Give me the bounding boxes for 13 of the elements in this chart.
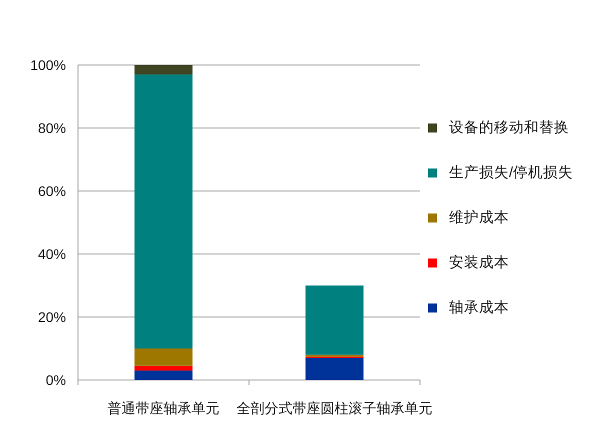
y-tick-label: 0%	[46, 372, 66, 388]
x-tick-label: 全剖分式带座圆柱滚子轴承单元	[236, 400, 432, 416]
y-tick-label: 40%	[38, 246, 66, 262]
legend-label: 生产损失/停机损失	[449, 165, 574, 181]
legend-label: 安装成本	[449, 255, 509, 271]
legend-label: 设备的移动和替换	[449, 120, 569, 136]
x-tick-label: 普通带座轴承单元	[108, 400, 220, 416]
y-tick-label: 60%	[38, 183, 66, 199]
y-tick-label: 20%	[38, 309, 66, 325]
y-tick-label: 80%	[38, 120, 66, 136]
y-tick-label: 100%	[30, 57, 66, 73]
legend-label: 维护成本	[449, 210, 509, 226]
legend-label: 轴承成本	[449, 300, 509, 316]
